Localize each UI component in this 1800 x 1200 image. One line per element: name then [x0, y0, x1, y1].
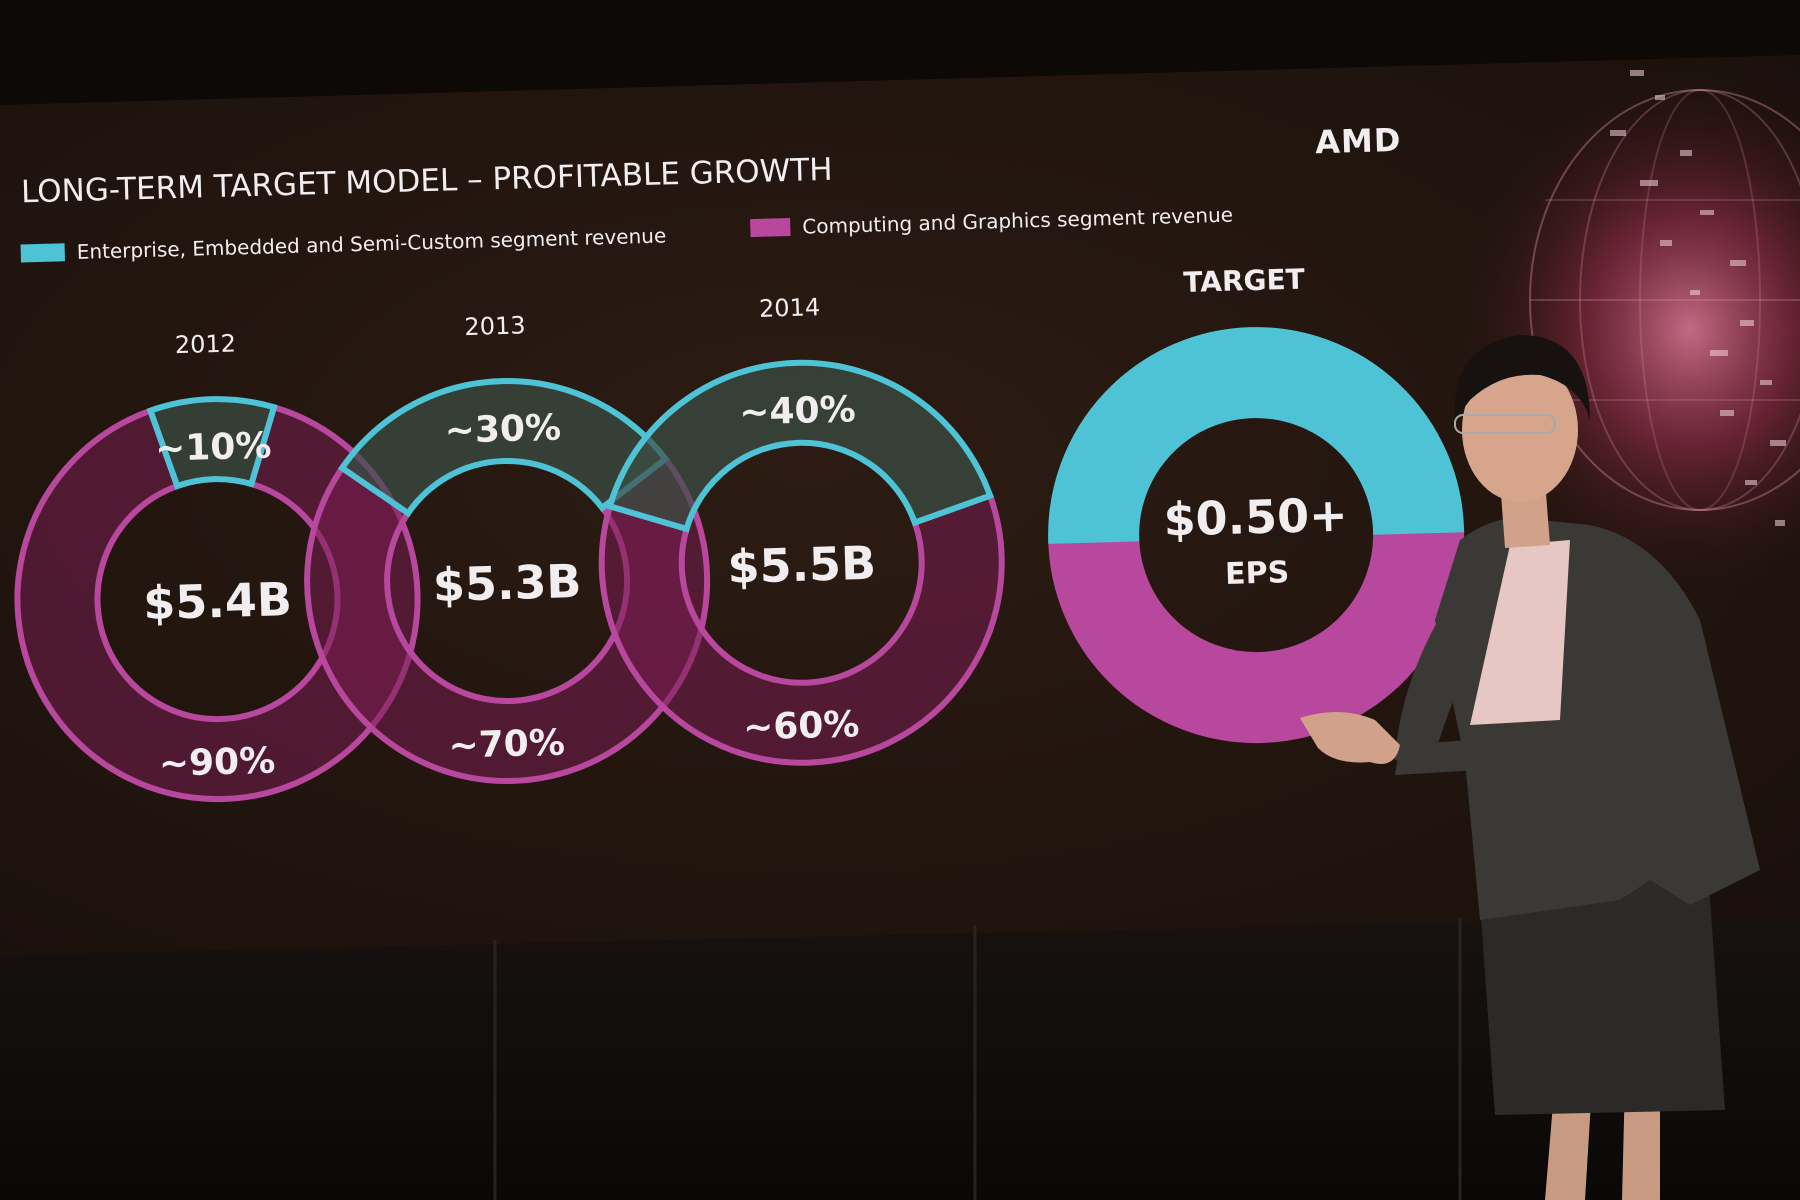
donut-total-label: $5.3B: [432, 554, 582, 612]
donut-year-label: 2012: [174, 329, 236, 359]
enterprise-pct-label: ~10%: [155, 426, 272, 470]
legend-swatch-computing: [750, 217, 791, 238]
presenter-blouse: [1470, 540, 1570, 725]
donut-subtitle-label: EPS: [1225, 555, 1290, 592]
donut-3: 2014 $5.5B ~40% ~60%: [598, 293, 1005, 766]
legend-swatch-enterprise: [20, 243, 66, 263]
donut-year-label: TARGET: [1183, 263, 1305, 299]
presenter-face: [1462, 358, 1578, 502]
presenter-glasses: [1454, 414, 1556, 434]
presenter: [1300, 335, 1760, 1200]
enterprise-pct-label: ~40%: [739, 389, 856, 433]
donut-segment-computing: [598, 491, 1005, 766]
computing-pct-label: ~90%: [158, 741, 275, 785]
computing-pct-label: ~70%: [448, 722, 565, 766]
presenter-hair: [1454, 335, 1590, 420]
computing-pct-label: ~60%: [743, 704, 860, 748]
donut-segment-computing: [1048, 526, 1465, 743]
stage-panel-lines: [493, 918, 1462, 1200]
stage-floor: [0, 915, 1800, 1200]
donut-1: 2012 $5.4B ~10% ~90%: [14, 329, 421, 803]
presenter-right-forearm: [1395, 740, 1480, 775]
donut-4: TARGET $0.50+ EPS: [1048, 263, 1465, 743]
donut-year-label: 2014: [759, 293, 821, 323]
donut-rings: 2012 $5.4B ~10% ~90% 2013 $5.3B ~30% ~70% 2014 $5…: [14, 263, 1465, 803]
donut-total-label: $5.5B: [727, 536, 877, 594]
donut-segment-enterprise: [1048, 327, 1465, 544]
presenter-hand: [1300, 711, 1400, 764]
donut-year-label: 2013: [464, 311, 526, 341]
donut-total-label: $5.4B: [143, 572, 293, 630]
donut-2: 2013 $5.3B ~30% ~70%: [304, 311, 711, 785]
donut-segment-enterprise: [606, 359, 994, 533]
amd-logo: AMD: [1315, 121, 1402, 161]
presenter-left-arm: [1395, 600, 1480, 770]
donut-segment-enterprise: [146, 396, 278, 490]
enterprise-pct-label: ~30%: [444, 407, 561, 451]
donut-total-label: $0.50+: [1163, 488, 1348, 547]
